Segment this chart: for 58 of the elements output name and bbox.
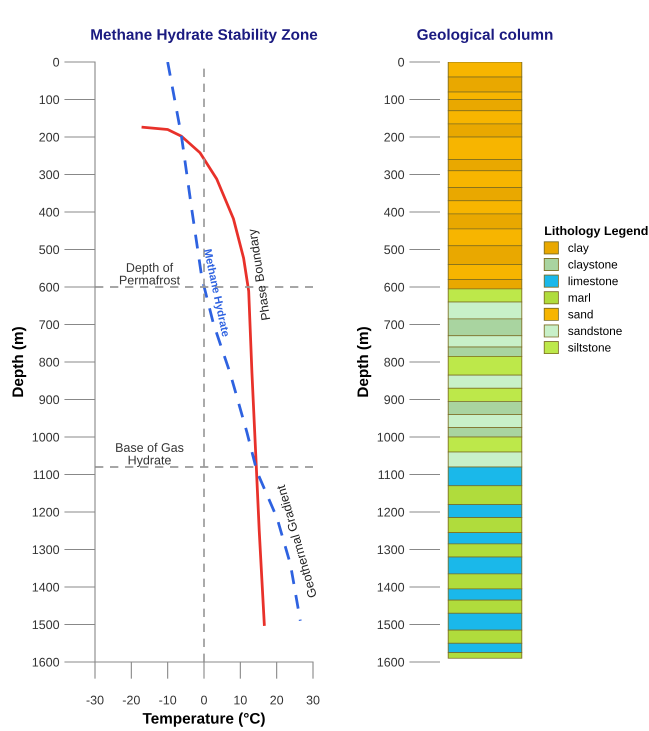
y-tick-label: 0	[398, 58, 404, 67]
y-tick-label: 600	[384, 282, 404, 292]
legend-label: sand	[568, 310, 593, 318]
x-tick-label: -30	[86, 696, 104, 705]
x-tick-label: 30	[306, 696, 320, 705]
x-tick-label: -20	[122, 696, 140, 705]
y-tick-label: 800	[384, 358, 404, 367]
y-tick-label: 1000	[378, 432, 404, 442]
y-tick-label: 200	[384, 132, 404, 142]
legend-label: sandstone	[568, 326, 622, 336]
y-tick-label: 900	[39, 395, 60, 404]
y-tick-label: 1200	[32, 508, 60, 517]
x-tick-label: 10	[234, 696, 247, 705]
y-tick-label: 700	[384, 320, 404, 330]
y-tick-label: 700	[39, 320, 60, 330]
y-tick-label: 500	[39, 245, 60, 254]
y-tick-label: 1200	[378, 508, 404, 517]
y-tick-label: 400	[39, 208, 60, 217]
text: Phase Boundary	[247, 228, 273, 320]
y-tick-label: 1400	[32, 582, 60, 592]
y-tick-label: 300	[39, 170, 60, 180]
y-tick-label: 1300	[378, 545, 404, 554]
legend-label: claystone	[568, 260, 618, 271]
y-tick-label: 1400	[378, 582, 404, 592]
y-tick-label: 1300	[32, 545, 60, 554]
y-tick-label: 100	[384, 95, 404, 104]
y-tick-label: 800	[39, 358, 60, 367]
x-axis-title: Temperature (°C)	[142, 712, 265, 727]
y-tick-label: 200	[39, 132, 60, 142]
annotation: Methane Hydrate	[202, 248, 230, 338]
y-tick-label: 1100	[378, 470, 404, 480]
x-tick-label: 0	[201, 696, 207, 705]
y-axis-title: Depth (m)	[12, 327, 26, 397]
y-tick-label: 500	[384, 245, 404, 254]
legend-title: Lithology Legend	[545, 226, 648, 238]
legend-label: limestone	[568, 276, 618, 286]
legend-label: marl	[568, 293, 590, 302]
x-tick-label: -10	[159, 696, 176, 705]
ref-line-label: Base of Gas Hydrate	[116, 442, 184, 467]
y-tick-label: 1600	[32, 658, 60, 667]
x-tick-label: 20	[270, 696, 284, 705]
y-tick-label: 900	[384, 395, 404, 404]
y-tick-label: 1500	[378, 620, 404, 630]
y-tick-label: 1000	[32, 432, 60, 442]
y-tick-label: 0	[53, 58, 60, 67]
legend-label: siltstone	[568, 343, 611, 352]
y-axis-title: Depth (m)	[356, 327, 372, 397]
chart-title: Geological column	[417, 28, 552, 44]
chart-title: Methane Hydrate Stability Zone	[91, 28, 318, 43]
y-tick-label: 1600	[378, 658, 404, 667]
legend-label: clay	[568, 243, 589, 254]
y-tick-label: 600	[39, 282, 60, 292]
y-tick-label: 400	[384, 208, 404, 217]
y-tick-label: 100	[40, 95, 60, 104]
ref-line-label: Depth of Permafrost	[120, 262, 180, 285]
y-tick-label: 1500	[32, 620, 60, 630]
y-tick-label: 1100	[34, 470, 60, 480]
y-tick-label: 300	[384, 170, 404, 180]
